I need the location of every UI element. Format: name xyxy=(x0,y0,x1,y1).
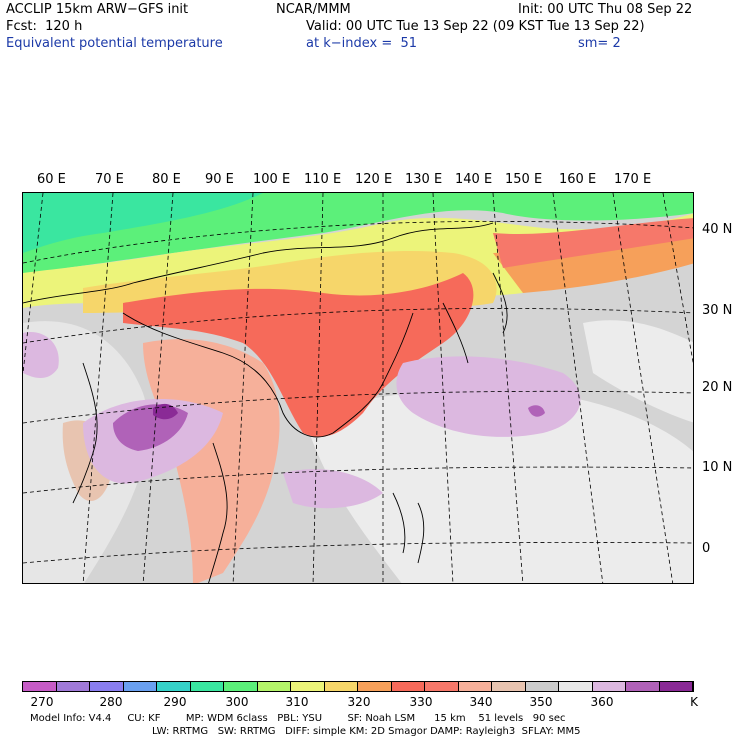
colorbar-swatch xyxy=(559,682,593,691)
colorbar-label: 330 xyxy=(409,695,433,709)
forecast-hour: Fcst: 120 h xyxy=(6,19,83,34)
lon-label: 80 E xyxy=(152,172,181,187)
colorbar-swatch xyxy=(56,682,90,691)
model-title: ACCLIP 15km ARW−GFS init xyxy=(6,2,189,17)
colorbar-swatch xyxy=(626,682,660,691)
lon-label: 110 E xyxy=(304,172,342,187)
map-field xyxy=(23,193,693,583)
colorbar xyxy=(22,681,694,692)
init-time: Init: 00 UTC Thu 08 Sep 22 xyxy=(518,2,693,17)
colorbar-label: 320 xyxy=(347,695,371,709)
model-info-line1: Model Info: V4.4 CU: KF MP: WDM 6class P… xyxy=(30,713,566,724)
level-label: at k−index = 51 xyxy=(306,36,418,51)
lon-label: 150 E xyxy=(505,172,543,187)
lat-label: 20 N xyxy=(702,380,733,395)
lon-label: 100 E xyxy=(253,172,291,187)
colorbar-swatch xyxy=(90,682,124,691)
colorbar-label: 310 xyxy=(285,695,309,709)
colorbar-swatch xyxy=(224,682,258,691)
colorbar-swatch xyxy=(190,682,224,691)
colorbar-swatch xyxy=(391,682,425,691)
colorbar-label: 340 xyxy=(469,695,493,709)
colorbar-label: 280 xyxy=(99,695,123,709)
smoothing-label: sm= 2 xyxy=(578,36,621,51)
org-label: NCAR/MMM xyxy=(276,2,351,17)
colorbar-swatch xyxy=(492,682,526,691)
lat-label: 10 N xyxy=(702,460,733,475)
colorbar-swatch xyxy=(525,682,559,691)
colorbar-label: 360 xyxy=(590,695,614,709)
colorbar-label: 290 xyxy=(163,695,187,709)
colorbar-swatch xyxy=(358,682,392,691)
lat-label: 0 xyxy=(702,541,711,556)
lon-label: 140 E xyxy=(455,172,493,187)
colorbar-swatch xyxy=(157,682,191,691)
colorbar-label: 300 xyxy=(225,695,249,709)
colorbar-unit: K xyxy=(690,695,698,709)
lon-label: 160 E xyxy=(559,172,597,187)
colorbar-label: 270 xyxy=(30,695,54,709)
lon-label: 170 E xyxy=(614,172,652,187)
colorbar-swatch xyxy=(659,682,693,691)
colorbar-swatch xyxy=(458,682,492,691)
field-name: Equivalent potential temperature xyxy=(6,36,223,51)
colorbar-label: 350 xyxy=(529,695,553,709)
colorbar-swatch xyxy=(123,682,157,691)
lon-label: 60 E xyxy=(37,172,66,187)
lon-label: 120 E xyxy=(355,172,393,187)
lon-label: 90 E xyxy=(205,172,234,187)
colorbar-swatch xyxy=(291,682,325,691)
lat-label: 30 N xyxy=(702,303,733,318)
colorbar-swatch xyxy=(324,682,358,691)
valid-time: Valid: 00 UTC Tue 13 Sep 22 (09 KST Tue … xyxy=(306,19,645,34)
model-info-line2: LW: RRTMG SW: RRTMG DIFF: simple KM: 2D … xyxy=(152,726,581,737)
lon-label: 130 E xyxy=(405,172,443,187)
lat-label: 40 N xyxy=(702,222,733,237)
colorbar-swatch xyxy=(425,682,459,691)
colorbar-swatch xyxy=(257,682,291,691)
lon-label: 70 E xyxy=(95,172,124,187)
colorbar-swatch xyxy=(23,682,57,691)
theta-e-map xyxy=(22,192,694,584)
colorbar-swatch xyxy=(592,682,626,691)
